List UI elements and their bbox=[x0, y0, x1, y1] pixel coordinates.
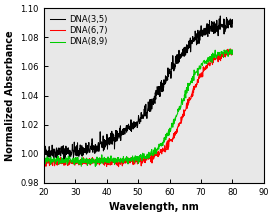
Legend: DNA(3,5), DNA(6,7), DNA(8,9): DNA(3,5), DNA(6,7), DNA(8,9) bbox=[48, 13, 110, 49]
DNA(8,9) bbox=[189, 81, 193, 84]
DNA(6,7) bbox=[189, 97, 193, 100]
DNA(3,5) bbox=[189, 44, 193, 47]
DNA(8,9) bbox=[42, 162, 45, 164]
DNA(6,7) bbox=[117, 165, 120, 168]
DNA(6,7) bbox=[231, 52, 234, 55]
DNA(6,7) bbox=[166, 148, 170, 151]
DNA(3,5) bbox=[166, 67, 170, 69]
DNA(8,9) bbox=[228, 48, 231, 50]
DNA(3,5) bbox=[89, 148, 92, 151]
DNA(8,9) bbox=[166, 133, 170, 135]
DNA(3,5) bbox=[219, 15, 222, 17]
DNA(8,9) bbox=[212, 56, 216, 59]
DNA(3,5) bbox=[231, 22, 234, 25]
DNA(8,9) bbox=[94, 165, 97, 168]
Y-axis label: Normalized Absorbance: Normalized Absorbance bbox=[5, 30, 15, 161]
DNA(6,7) bbox=[229, 48, 232, 50]
DNA(6,7) bbox=[88, 163, 92, 165]
DNA(6,7) bbox=[102, 163, 105, 166]
DNA(3,5) bbox=[212, 20, 216, 23]
DNA(3,5) bbox=[102, 140, 105, 143]
X-axis label: Wavelength, nm: Wavelength, nm bbox=[109, 202, 199, 212]
DNA(3,5) bbox=[42, 149, 45, 151]
DNA(3,5) bbox=[96, 146, 99, 148]
DNA(8,9) bbox=[102, 158, 105, 160]
Line: DNA(8,9): DNA(8,9) bbox=[44, 49, 232, 166]
DNA(3,5) bbox=[62, 160, 65, 162]
DNA(8,9) bbox=[231, 49, 234, 51]
Line: DNA(3,5): DNA(3,5) bbox=[44, 16, 232, 161]
DNA(8,9) bbox=[96, 159, 99, 162]
DNA(6,7) bbox=[212, 56, 216, 59]
DNA(6,7) bbox=[42, 162, 45, 165]
Line: DNA(6,7): DNA(6,7) bbox=[44, 49, 232, 167]
DNA(6,7) bbox=[95, 161, 99, 163]
DNA(8,9) bbox=[88, 162, 92, 164]
